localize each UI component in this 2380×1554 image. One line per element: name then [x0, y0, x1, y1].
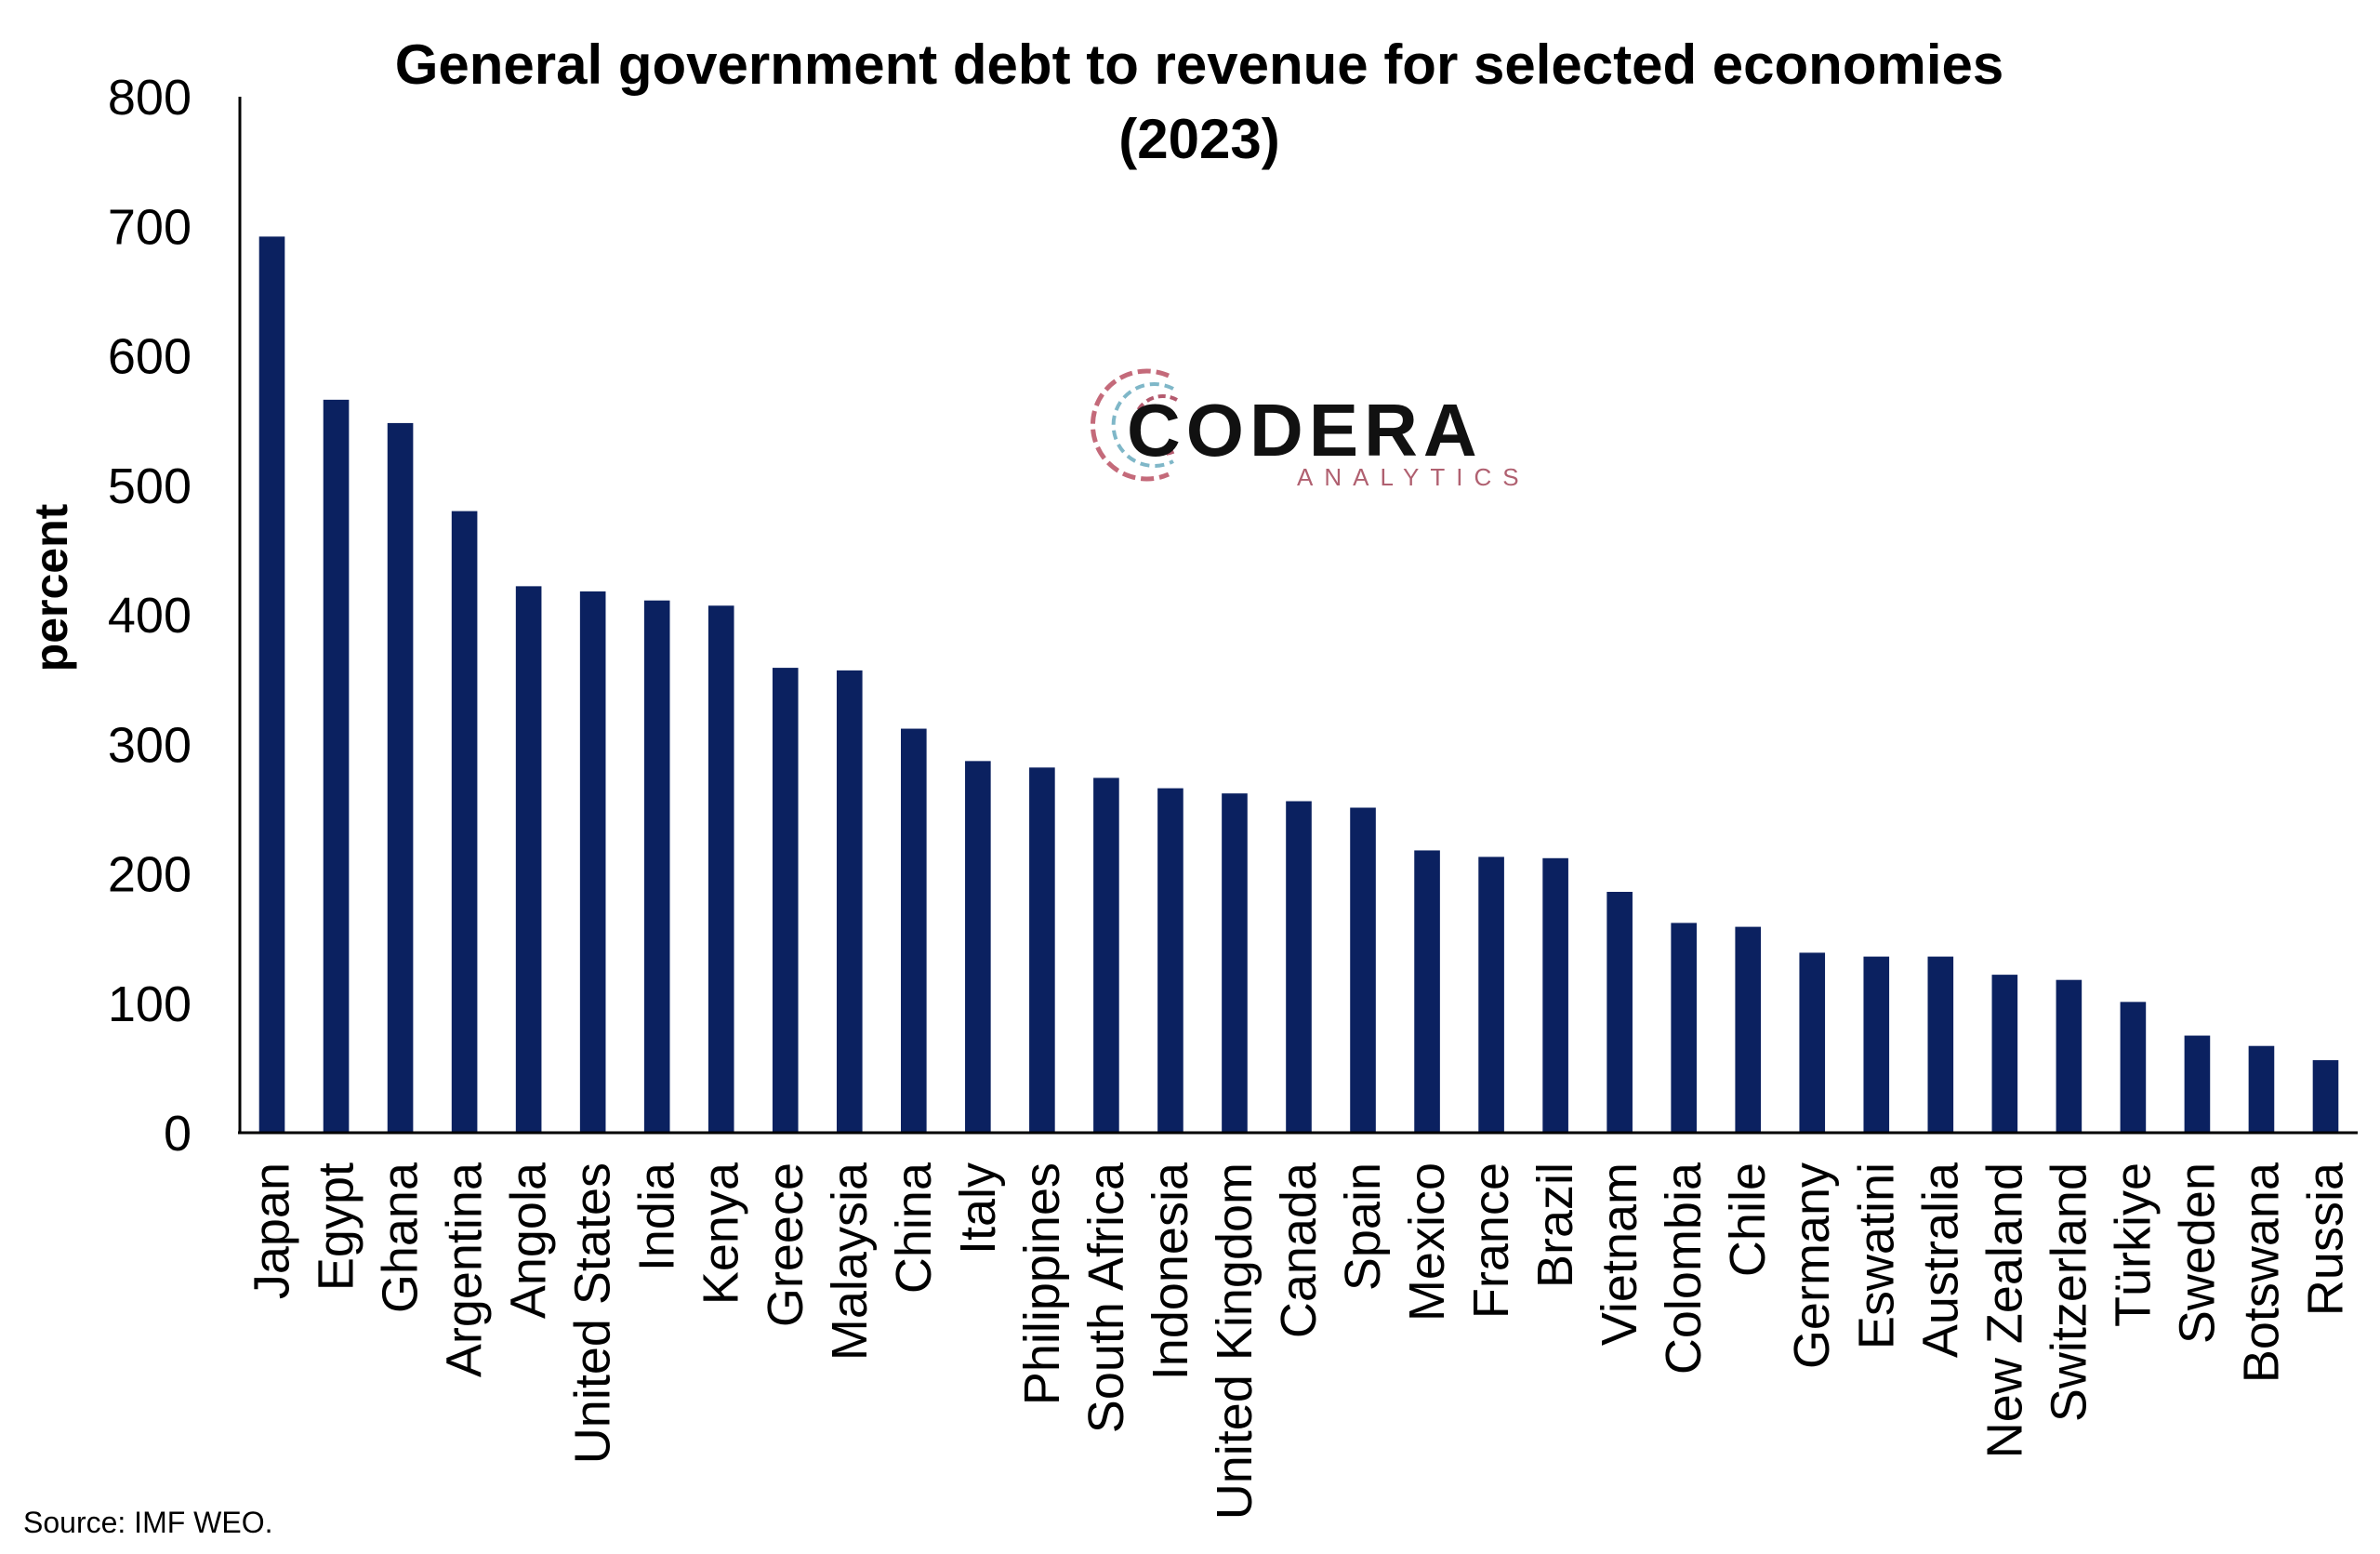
x-tick-label: Türkiye — [2105, 1162, 2161, 1327]
x-tick-label: Indonesia — [1143, 1162, 1198, 1380]
logo-subtitle: ANALYTICS — [1297, 463, 1530, 491]
y-tick-label: 500 — [108, 458, 192, 514]
bars — [258, 236, 2339, 1134]
y-tick-label: 0 — [164, 1106, 192, 1162]
bar — [1863, 956, 1890, 1133]
bar — [2312, 1060, 2339, 1133]
bar — [965, 761, 991, 1133]
bar — [387, 422, 414, 1133]
bar — [1542, 857, 1568, 1133]
bar — [1029, 767, 1055, 1133]
bar — [2248, 1045, 2275, 1133]
logo-wordmark: CODERA — [1127, 389, 1483, 472]
bar — [1735, 926, 1762, 1133]
x-tick-label: Kenya — [694, 1162, 749, 1305]
codera-logo: CODERA ANALYTICS — [1091, 368, 1530, 491]
x-tick-label: United Kingdom — [1207, 1162, 1263, 1520]
x-tick-label: Eswatini — [1848, 1162, 1904, 1349]
y-tick-label: 700 — [108, 199, 192, 255]
bar — [2120, 1002, 2147, 1133]
bar — [323, 399, 350, 1134]
bar — [772, 668, 799, 1133]
x-axis-ticks: Japan Egypt Ghana Argentina Angola United Sta… — [245, 1162, 2354, 1520]
x-tick-label: Brazil — [1527, 1162, 1583, 1288]
bar — [1222, 793, 1248, 1133]
x-tick-label: Sweden — [2169, 1162, 2225, 1344]
x-tick-label: Australia — [1912, 1162, 1968, 1358]
y-tick-label: 200 — [108, 847, 192, 903]
x-tick-label: India — [629, 1162, 685, 1271]
x-tick-label: Russia — [2297, 1162, 2353, 1316]
x-tick-label: Chile — [1720, 1162, 1776, 1277]
x-tick-label: Greece — [758, 1162, 813, 1327]
bar — [901, 728, 927, 1133]
bar — [579, 591, 606, 1133]
bar — [451, 511, 478, 1133]
bar — [1799, 952, 1826, 1133]
x-tick-label: Angola — [501, 1162, 557, 1319]
bar — [2056, 979, 2082, 1133]
x-tick-label: Ghana — [373, 1162, 429, 1313]
y-tick-label: 300 — [108, 717, 192, 773]
bar — [1478, 857, 1504, 1133]
source-note: Source: IMF WEO. — [23, 1506, 272, 1539]
bar — [515, 586, 542, 1133]
chart-title-line-1: General government debt to revenue for s… — [395, 33, 2004, 96]
x-tick-label: France — [1463, 1162, 1519, 1319]
x-tick-label: Italy — [950, 1162, 1006, 1255]
bar — [1927, 956, 1954, 1133]
x-tick-label: Mexico — [1399, 1162, 1455, 1322]
x-tick-label: New Zealand — [1977, 1162, 2032, 1458]
y-tick-label: 600 — [108, 329, 192, 385]
x-tick-label: Malaysia — [822, 1162, 878, 1361]
x-tick-label: Switzerland — [2041, 1162, 2096, 1422]
y-tick-label: 400 — [108, 588, 192, 644]
bar — [1350, 807, 1376, 1133]
bar — [258, 236, 285, 1133]
x-tick-label: Japan — [245, 1162, 300, 1299]
bar — [643, 600, 670, 1133]
x-tick-label: Canada — [1271, 1162, 1327, 1338]
x-tick-label: South Africa — [1078, 1162, 1134, 1433]
x-tick-label: Botswana — [2233, 1162, 2289, 1383]
x-tick-label: Colombia — [1656, 1162, 1712, 1375]
bar — [1414, 850, 1440, 1133]
x-tick-label: China — [886, 1162, 942, 1294]
x-tick-label: Spain — [1335, 1162, 1391, 1291]
bar — [1991, 975, 2018, 1133]
bar — [2184, 1035, 2211, 1133]
bar — [1286, 801, 1312, 1133]
bar — [1093, 777, 1119, 1133]
x-tick-label: Argentina — [437, 1162, 493, 1377]
x-tick-label: United States — [565, 1162, 621, 1464]
y-tick-label: 100 — [108, 976, 192, 1032]
x-tick-label: Egypt — [309, 1162, 364, 1291]
chart-title-line-2: (2023) — [1118, 108, 1279, 170]
y-axis-ticks: 0 100 200 300 400 500 600 700 800 — [108, 70, 192, 1162]
bar — [1157, 788, 1183, 1133]
x-tick-label: Vietnam — [1592, 1162, 1647, 1346]
bar — [1606, 891, 1633, 1133]
y-axis-label: percent — [25, 503, 77, 671]
x-tick-label: Philippines — [1014, 1162, 1070, 1405]
logo-ring-icon — [1091, 368, 1178, 482]
x-tick-label: Germany — [1784, 1162, 1840, 1369]
bar — [836, 670, 863, 1133]
y-tick-label: 800 — [108, 70, 192, 126]
bar — [1671, 923, 1697, 1133]
bar — [707, 605, 734, 1133]
